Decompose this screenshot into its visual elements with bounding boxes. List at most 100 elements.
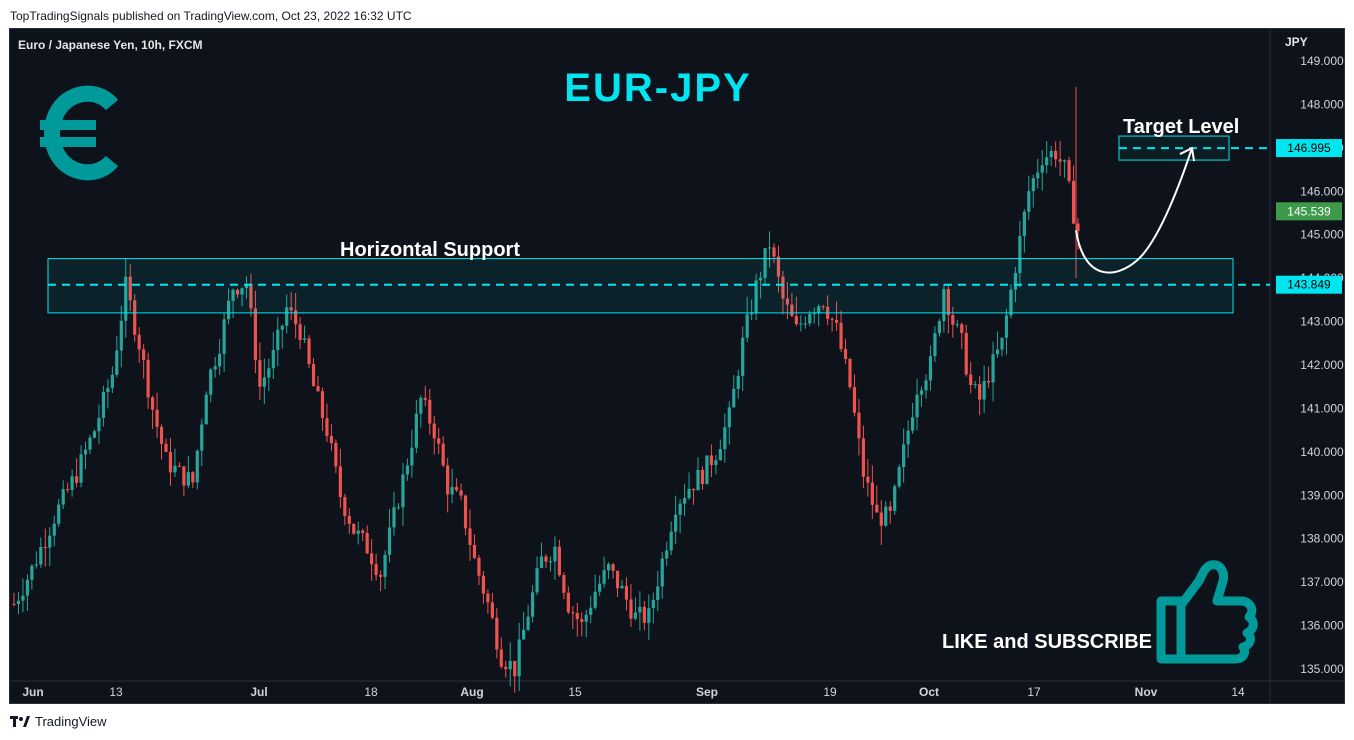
candle-body [651,599,655,609]
support-zone-box [47,258,1234,314]
candle-body [893,486,897,511]
candle-body [30,565,34,580]
candle-body [973,384,977,386]
currency-label: JPY [1285,35,1308,49]
candle-body [517,639,521,677]
candle-body [785,298,790,305]
candle-body [1058,159,1062,162]
candle-body [21,595,25,601]
candle-body [302,338,307,340]
candle-body [370,553,374,565]
candle-body [432,423,436,439]
candle-body [875,504,879,513]
chart-frame[interactable]: 149.000148.000147.000146.000145.000144.0… [9,28,1345,704]
candle-body [1071,180,1076,224]
chart-svg[interactable]: 149.000148.000147.000146.000145.000144.0… [10,29,1344,703]
candle-body [137,334,141,350]
candle-body [311,364,316,387]
y-tick-label: 145.000 [1300,228,1344,242]
candle-body [468,528,472,545]
tradingview-logo-icon [10,715,30,727]
candle-body [933,333,937,357]
candle-body [758,277,763,281]
candle-body [146,359,150,398]
candle-body [142,349,146,360]
candle-body [92,431,97,438]
y-tick-label: 137.000 [1300,575,1344,589]
candle-body [486,593,490,603]
candle-body [298,324,302,340]
candle-body [870,482,874,505]
candle-body [186,472,190,486]
candle-body [231,289,235,301]
candle-body [995,349,1000,355]
candle-body [539,556,544,569]
candle-body [396,507,401,509]
candle-body [660,558,664,587]
candle-body [781,276,785,299]
candle-body [253,308,258,361]
candle-body [629,599,633,619]
candle-body [624,585,629,600]
candle-body [343,497,347,516]
candle-body [352,523,356,534]
candle-body [714,460,718,466]
euro-icon [40,85,119,181]
candle-body [410,447,414,466]
candle-body [978,384,982,400]
candle-body [401,474,405,508]
candle-body [924,380,928,391]
y-tick-label: 135.000 [1300,662,1344,676]
candle-body [79,454,83,483]
candle-body [70,476,74,490]
candle-body [602,570,606,584]
candle-body [57,504,61,524]
candle-body [209,369,213,395]
candle-body [222,319,226,354]
candle-body [678,503,682,515]
candle-body [463,495,468,529]
candle-body [133,300,137,335]
candle-body [39,546,43,565]
candle-body [910,417,915,431]
candle-body [48,535,52,548]
candle-body [1022,211,1026,236]
candle-body [638,606,642,613]
candle-body [276,329,280,351]
candle-body [316,386,320,392]
candle-body [915,394,919,418]
candle-body [799,323,803,325]
candle-body [508,660,512,670]
candle-body [383,554,387,577]
candle-body [83,449,88,455]
candle-body [741,337,745,376]
candle-body [615,570,620,589]
candle-body [951,314,955,325]
candle-body [459,490,463,496]
candle-body [790,304,794,317]
candle-body [830,318,834,320]
candle-body [240,288,244,295]
candle-body [906,430,910,445]
candle-body [718,449,722,461]
candle-body [897,467,901,487]
support-price-tag: 143.849 [1287,278,1331,292]
candle-body [34,564,38,566]
candle-body [150,397,155,410]
candle-body [387,527,392,555]
y-tick-label: 140.000 [1300,445,1344,459]
x-tick-label: 18 [364,685,378,699]
candle-body [548,561,553,563]
candle-body [1027,191,1031,212]
candle-body [191,472,195,483]
candle-body [1054,150,1058,160]
candle-body [1045,157,1049,166]
candle-body [530,592,535,617]
candle-body [450,486,454,495]
candle-body [499,649,503,667]
candle-body [557,546,562,576]
last-price-tag-bg [1276,202,1342,221]
candle-body [580,619,584,622]
x-tick-label: 19 [823,685,837,699]
candle-body [575,612,579,620]
